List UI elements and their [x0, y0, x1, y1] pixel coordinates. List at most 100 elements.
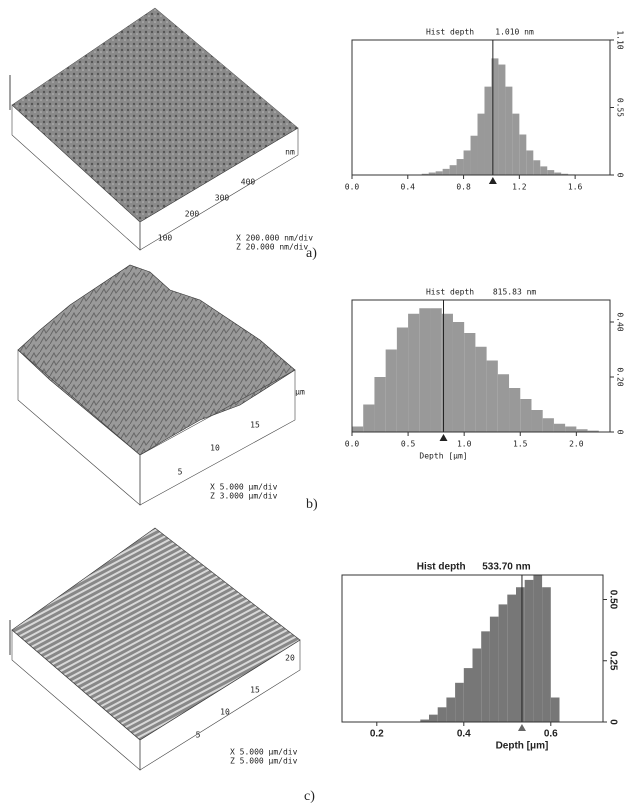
bar [498, 604, 508, 722]
y-tick-label: 0.55 [616, 98, 625, 117]
bar [363, 404, 375, 432]
plot-frame [351, 299, 611, 433]
bar [430, 308, 442, 432]
chart-title: Hist depth [417, 562, 466, 573]
surface-axis-label: 5 [196, 731, 201, 740]
x-axis-label: Depth [μm] [419, 452, 467, 461]
bar [464, 333, 476, 432]
marker-triangle [439, 434, 448, 441]
surface-axis-label: μm [295, 388, 305, 397]
bar [463, 150, 471, 175]
histogram: 0.0 0.4 0.8 1.2 1.6 0 0.55 1.10 Hist depth 1.010 … [345, 28, 625, 192]
bar [441, 313, 453, 432]
marker-label: 1.010 nm [495, 28, 534, 37]
y-tick-label: 0 [616, 173, 625, 178]
x-tick-label: 0.4 [401, 183, 416, 192]
bar [374, 377, 386, 432]
marker-triangle [488, 177, 497, 184]
y-tick-label: 1.10 [616, 30, 625, 49]
y-tick-label: 0 [607, 719, 618, 725]
bar [526, 150, 534, 175]
bar [470, 135, 478, 175]
bar [516, 587, 525, 722]
marker-label: 533.70 nm [482, 562, 530, 573]
surface-axis-label: nm [285, 148, 295, 157]
bar [547, 170, 555, 175]
bar [477, 113, 485, 175]
y-tick-label: 0.25 [607, 651, 618, 671]
panel-label: b) [306, 497, 318, 512]
y-tick-label: 0.40 [616, 312, 625, 331]
surface-a [9, 7, 299, 251]
surface-axis-label: 15 [250, 686, 260, 695]
surface-axis-label: 300 [215, 194, 230, 203]
bar [421, 173, 429, 175]
x-tick-label: 0.2 [370, 729, 384, 740]
bar [512, 113, 520, 175]
bar [540, 166, 548, 175]
surface-axis-label: 20 [285, 654, 295, 663]
surface-axis-label: 15 [250, 421, 260, 430]
bar [507, 594, 516, 722]
bar [456, 159, 464, 175]
bar [475, 346, 487, 432]
x-tick-label: 1.2 [512, 183, 527, 192]
bar [408, 313, 420, 432]
x-tick-label: 0.8 [456, 183, 471, 192]
bar [437, 707, 447, 722]
surface-axis-label: 10 [220, 708, 230, 717]
marker-triangle [517, 724, 526, 731]
bar [561, 173, 569, 175]
bar [428, 172, 436, 175]
surface-c [9, 527, 301, 771]
bar [486, 360, 498, 432]
bar [449, 165, 457, 175]
bar [396, 327, 409, 432]
bar [452, 322, 465, 432]
bar [550, 697, 560, 722]
bar [435, 171, 443, 175]
surface-b [17, 264, 296, 506]
histogram: 0.0 0.5 1.0 1.5 2.0 0 0.20 0.40 Hist depth 815.83… [345, 288, 625, 461]
bar [520, 399, 532, 432]
surface-scale: X 5.000 μm/div [230, 748, 298, 757]
bar [455, 682, 464, 722]
bar [587, 430, 599, 432]
bar [352, 426, 364, 432]
bar [519, 134, 527, 175]
bar [446, 697, 456, 722]
bar [498, 64, 506, 175]
surface-scale: X 5.000 μm/div [210, 483, 278, 492]
x-axis-label: Depth [μm] [496, 741, 549, 752]
bar [442, 168, 450, 175]
x-tick-label: 2.0 [569, 440, 584, 449]
marker-label: 815.83 nm [493, 288, 537, 297]
bar [542, 587, 551, 722]
bar [505, 86, 513, 175]
surface-axis-label: 400 [241, 178, 256, 187]
bar [542, 418, 554, 432]
x-tick-label: 1.0 [457, 440, 472, 449]
bar [472, 648, 482, 722]
x-tick-label: 0.0 [345, 183, 360, 192]
bar [554, 172, 562, 175]
y-tick-label: 0.20 [616, 367, 625, 386]
surface-scale: Z 20.000 nm/div [236, 243, 308, 252]
bar [531, 410, 543, 432]
chart-title: Hist depth [426, 288, 474, 297]
bar [565, 426, 577, 432]
surface-scale: Z 3.000 μm/div [210, 492, 278, 501]
surface-scale: X 200.000 nm/div [236, 234, 313, 243]
bar [419, 308, 431, 432]
bar [533, 160, 541, 175]
bar [481, 631, 490, 722]
x-tick-label: 1.5 [513, 440, 528, 449]
x-tick-label: 1.6 [568, 183, 583, 192]
chart-title: Hist depth [426, 28, 474, 37]
x-tick-label: 0.5 [401, 440, 416, 449]
bar [420, 719, 429, 722]
surface-axis-label: 10 [210, 444, 220, 453]
surface-axis-label: 100 [158, 234, 173, 243]
bar [553, 423, 566, 432]
